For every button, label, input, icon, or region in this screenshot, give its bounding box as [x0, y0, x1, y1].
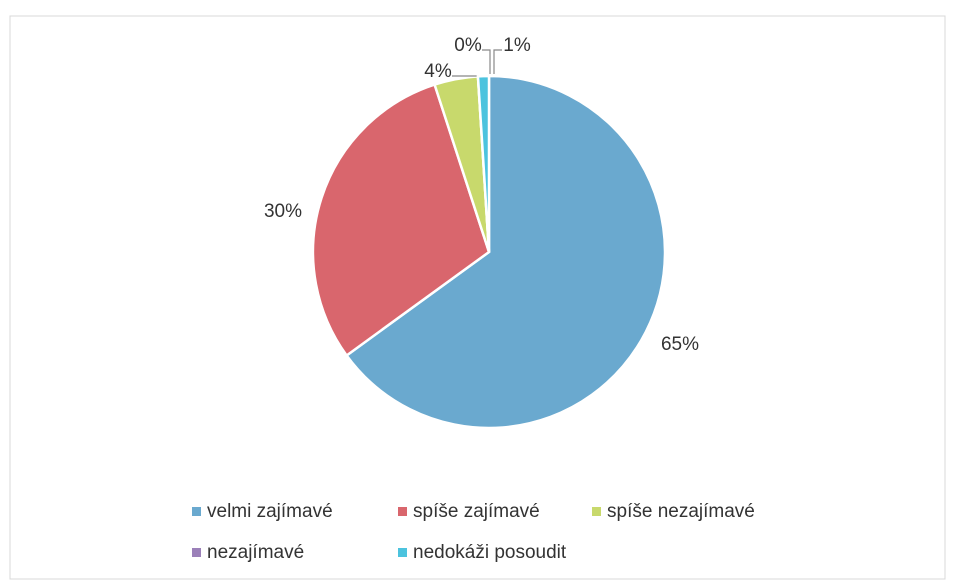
leader-line — [482, 49, 491, 74]
data-label: 1% — [503, 35, 531, 56]
leader-line — [493, 49, 502, 74]
chart-frame — [9, 15, 946, 580]
legend-label: velmi zajímavé — [207, 501, 333, 522]
legend-swatch — [192, 548, 201, 557]
pie-slice — [344, 74, 667, 430]
data-label: 4% — [424, 61, 452, 82]
data-label: 0% — [454, 35, 482, 56]
data-label: 65% — [661, 334, 699, 355]
legend-label: spíše zajímavé — [413, 501, 540, 522]
pie-slice — [311, 83, 491, 358]
legend-swatch — [398, 507, 407, 516]
legend-swatch — [192, 507, 201, 516]
legend-swatch — [592, 507, 601, 516]
data-label: 30% — [264, 201, 302, 222]
pie-slice — [476, 74, 491, 253]
legend-swatch — [398, 548, 407, 557]
legend-label: spíše nezajímavé — [607, 501, 755, 522]
legend-label: nezajímavé — [207, 542, 304, 563]
legend-label: nedokáži posoudit — [413, 542, 567, 563]
